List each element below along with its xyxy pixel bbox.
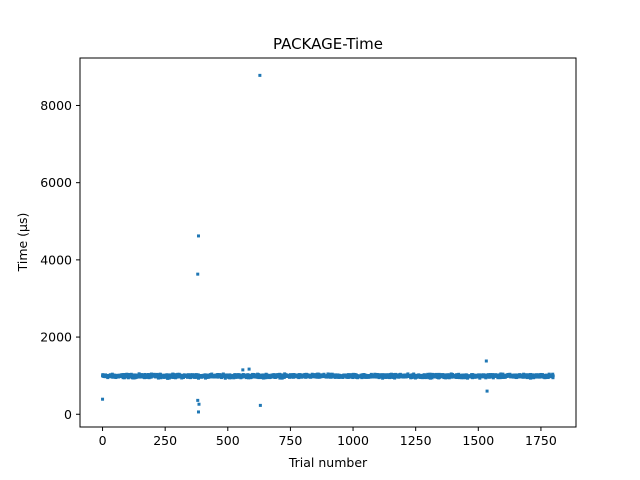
- data-point: [241, 368, 245, 372]
- data-point: [159, 373, 163, 377]
- data-point: [406, 372, 410, 376]
- data-point: [156, 376, 160, 380]
- data-point: [389, 372, 393, 376]
- data-point: [264, 376, 268, 380]
- data-point: [196, 398, 200, 402]
- data-point: [196, 272, 200, 276]
- x-axis-label: Trial number: [288, 455, 368, 470]
- x-tick-label: 750: [278, 433, 302, 448]
- y-tick-label: 4000: [40, 252, 72, 267]
- data-point: [197, 402, 201, 406]
- y-axis-ticks: 0 2000 4000 6000 8000: [40, 98, 80, 422]
- data-point: [196, 410, 200, 414]
- data-point: [484, 359, 488, 363]
- data-point: [373, 372, 377, 376]
- data-point: [322, 372, 326, 376]
- data-point: [258, 73, 262, 77]
- y-axis-label: Time (µs): [15, 213, 30, 273]
- data-point: [551, 376, 555, 380]
- x-tick-label: 250: [153, 433, 177, 448]
- data-point: [247, 367, 251, 371]
- data-point: [173, 373, 177, 377]
- x-tick-label: 1500: [462, 433, 494, 448]
- y-tick-label: 6000: [40, 175, 72, 190]
- data-point: [551, 374, 555, 378]
- data-point: [196, 234, 200, 238]
- data-point: [210, 372, 214, 376]
- data-point: [457, 372, 461, 376]
- y-tick-label: 8000: [40, 98, 72, 113]
- data-points: [101, 73, 555, 414]
- data-point: [258, 403, 262, 407]
- data-point: [223, 376, 227, 380]
- data-point: [501, 372, 505, 376]
- x-tick-label: 500: [216, 433, 240, 448]
- x-tick-label: 1750: [525, 433, 557, 448]
- y-tick-label: 2000: [40, 330, 72, 345]
- data-point: [137, 372, 141, 376]
- y-tick-label: 0: [64, 407, 72, 422]
- x-tick-label: 0: [99, 433, 107, 448]
- data-point: [551, 372, 555, 376]
- x-tick-label: 1000: [337, 433, 369, 448]
- plot-frame: [79, 57, 577, 428]
- data-point: [491, 376, 495, 380]
- data-point: [485, 389, 489, 393]
- data-point: [484, 376, 488, 380]
- data-point: [101, 397, 105, 401]
- x-axis-ticks: 0 250 500 750 1000 1250 1500 1750: [99, 427, 557, 448]
- data-point: [180, 376, 184, 380]
- chart-title: PACKAGE-Time: [273, 35, 383, 53]
- x-tick-label: 1250: [400, 433, 432, 448]
